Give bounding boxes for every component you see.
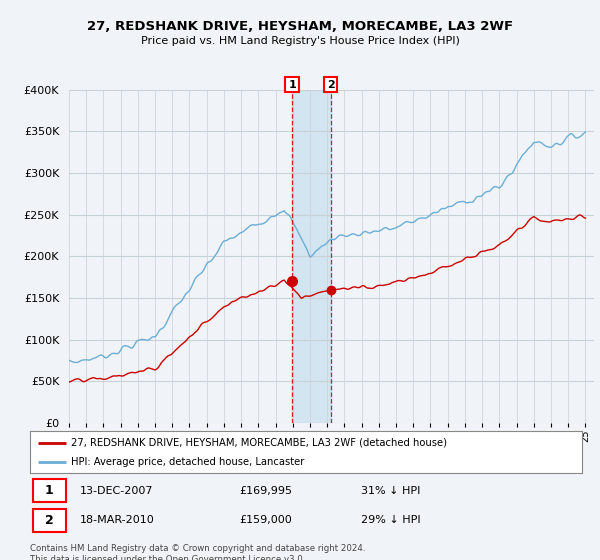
- Text: £169,995: £169,995: [240, 486, 293, 496]
- FancyBboxPatch shape: [33, 509, 66, 531]
- Text: £159,000: £159,000: [240, 515, 293, 525]
- Text: Contains HM Land Registry data © Crown copyright and database right 2024.
This d: Contains HM Land Registry data © Crown c…: [30, 544, 365, 560]
- Text: 31% ↓ HPI: 31% ↓ HPI: [361, 486, 421, 496]
- Text: 18-MAR-2010: 18-MAR-2010: [80, 515, 154, 525]
- FancyBboxPatch shape: [33, 479, 66, 502]
- Text: 27, REDSHANK DRIVE, HEYSHAM, MORECAMBE, LA3 2WF (detached house): 27, REDSHANK DRIVE, HEYSHAM, MORECAMBE, …: [71, 437, 448, 447]
- Text: 13-DEC-2007: 13-DEC-2007: [80, 486, 153, 496]
- Text: 1: 1: [45, 484, 53, 497]
- Text: 1: 1: [288, 80, 296, 90]
- Text: HPI: Average price, detached house, Lancaster: HPI: Average price, detached house, Lanc…: [71, 457, 305, 467]
- Text: 27, REDSHANK DRIVE, HEYSHAM, MORECAMBE, LA3 2WF: 27, REDSHANK DRIVE, HEYSHAM, MORECAMBE, …: [87, 20, 513, 32]
- Text: 2: 2: [327, 80, 335, 90]
- Text: 29% ↓ HPI: 29% ↓ HPI: [361, 515, 421, 525]
- Text: 2: 2: [45, 514, 53, 527]
- Text: Price paid vs. HM Land Registry's House Price Index (HPI): Price paid vs. HM Land Registry's House …: [140, 36, 460, 46]
- Bar: [292, 90, 331, 423]
